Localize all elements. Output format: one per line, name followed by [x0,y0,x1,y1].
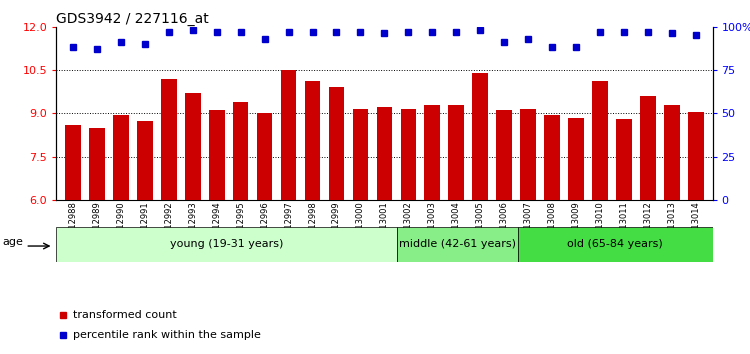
Text: percentile rank within the sample: percentile rank within the sample [73,330,260,341]
Bar [376,108,392,200]
Bar [472,73,488,200]
Bar [688,112,703,200]
Bar [233,102,248,200]
Bar [520,109,536,200]
Bar [185,93,200,200]
Bar [400,109,416,200]
Bar [328,87,344,200]
Bar [113,115,129,200]
Bar [397,227,518,262]
Bar [518,227,712,262]
Bar [616,119,632,200]
Bar [568,118,584,200]
Bar [304,81,320,200]
Bar [544,115,560,200]
Bar [496,110,512,200]
Bar [640,96,656,200]
Bar [161,79,176,200]
Bar [664,104,680,200]
Bar [352,109,368,200]
Text: GDS3942 / 227116_at: GDS3942 / 227116_at [56,12,209,25]
Text: old (65-84 years): old (65-84 years) [568,239,663,249]
Bar [280,70,296,200]
Bar [89,128,105,200]
Bar [209,110,224,200]
Text: middle (42-61 years): middle (42-61 years) [399,239,516,249]
Bar [56,227,397,262]
Bar [137,120,153,200]
Text: transformed count: transformed count [73,310,176,320]
Bar [448,104,464,200]
Bar [256,113,272,200]
Text: young (19-31 years): young (19-31 years) [170,239,283,249]
Bar [65,125,81,200]
Bar [424,104,440,200]
Bar [592,81,608,200]
Text: age: age [3,238,24,247]
